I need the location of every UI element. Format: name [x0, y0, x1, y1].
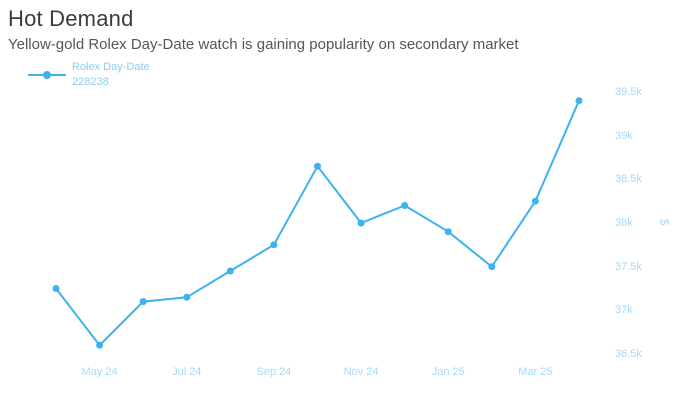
data-point[interactable]	[314, 162, 321, 170]
data-point[interactable]	[575, 97, 583, 105]
data-point[interactable]	[52, 285, 60, 292]
y-tick-label: 37.5k	[615, 260, 642, 273]
data-point[interactable]	[270, 241, 278, 249]
y-tick-label: 37k	[615, 304, 633, 317]
legend-item[interactable]: Rolex Day-Date 228238	[28, 60, 150, 90]
x-tick-label: Mar 25	[518, 366, 553, 378]
x-tick-label: May 24	[81, 366, 118, 378]
series-line	[55, 100, 580, 347]
y-tick-label: 38k	[615, 217, 633, 229]
data-point[interactable]	[139, 298, 147, 306]
data-point[interactable]	[401, 202, 409, 209]
data-point[interactable]	[357, 219, 365, 227]
y-tick-label: 36.5k	[615, 348, 642, 360]
legend-line-marker-icon	[28, 71, 66, 80]
data-point[interactable]	[531, 197, 539, 205]
page-title: Hot Demand	[8, 6, 134, 31]
data-point[interactable]	[488, 263, 496, 271]
x-tick-label: Jul 24	[172, 366, 202, 378]
data-point[interactable]	[444, 228, 452, 236]
y-tick-label: 38.5k	[615, 173, 642, 186]
legend-text: Rolex Day-Date 228238	[72, 60, 150, 90]
x-tick-label: Nov 24	[343, 366, 379, 378]
legend-series-name: Rolex Day-Date	[72, 61, 150, 73]
x-tick-label: Jan 25	[431, 366, 465, 378]
data-point[interactable]	[96, 341, 104, 349]
data-point[interactable]	[226, 267, 234, 275]
legend-series-model: 228238	[72, 76, 109, 88]
y-tick-label: 39.5k	[615, 86, 642, 98]
data-point[interactable]	[183, 293, 191, 301]
x-tick-label: Sep 24	[256, 366, 292, 378]
y-axis-title: $	[657, 218, 672, 226]
y-tick-label: 39k	[615, 129, 633, 142]
page-subtitle: Yellow-gold Rolex Day-Date watch is gain…	[8, 36, 519, 53]
